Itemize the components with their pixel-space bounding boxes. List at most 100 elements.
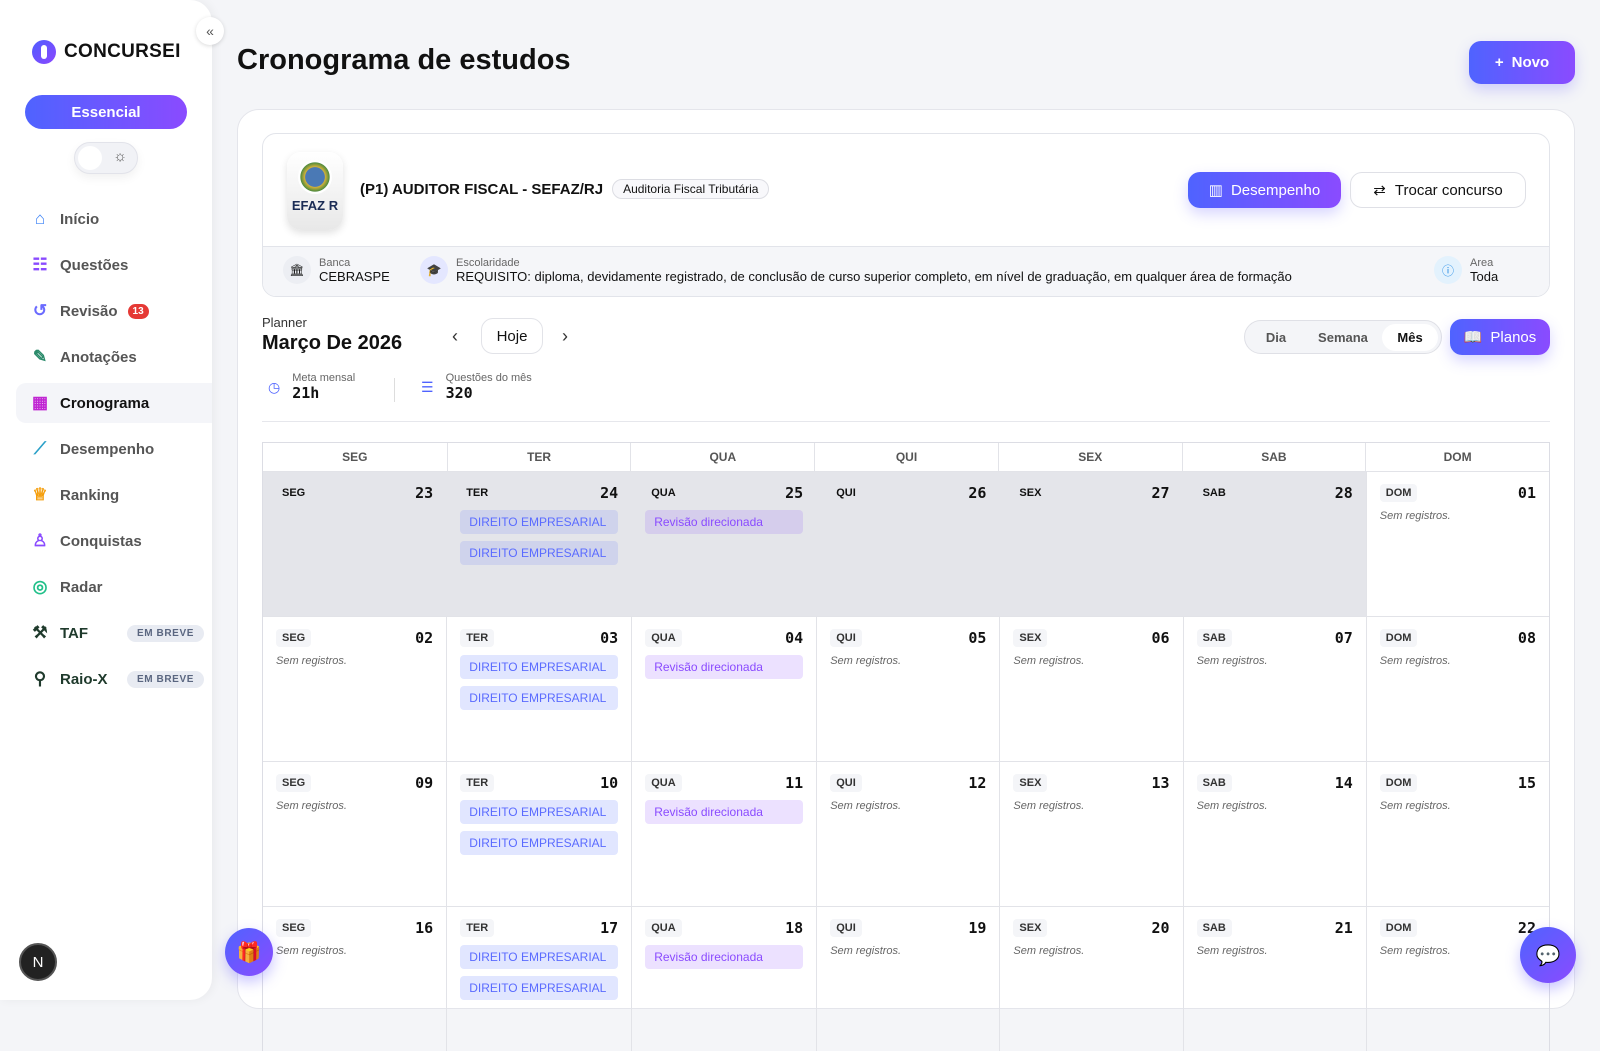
theme-toggle[interactable]: ☼ [74,142,138,174]
calendar-day[interactable]: TER 03 DIREITO EMPRESARIAL DIREITO EMPRESAR… [446,617,631,761]
day-label: SAB [1196,919,1232,937]
calendar-day[interactable]: DOM 08 Sem registros. [1365,617,1549,761]
plan-button[interactable]: Essencial [25,95,187,129]
day-label: SEG [276,629,312,647]
planos-label: Planos [1490,328,1537,346]
bank-icon: 🏛 [283,256,311,284]
sidebar-item-desempenho[interactable]: ⟋ Desempenho [16,429,212,469]
calendar-event[interactable]: DIREITO EMPRESARIAL [460,655,619,679]
calendar-event[interactable]: DIREITO EMPRESARIAL [460,945,619,969]
day-number: 03 [600,629,619,647]
trocar-concurso-button[interactable]: ⇄ Trocar concurso [1350,172,1526,208]
count-badge: 13 [127,303,149,319]
planos-button[interactable]: 📖 Planos [1450,319,1550,355]
home-icon: ⌂ [34,209,46,228]
avatar[interactable]: N [19,943,57,981]
calendar-day[interactable]: SEG 23 [263,472,447,616]
calendar-day[interactable]: SAB 07 Sem registros. [1182,617,1366,761]
sidebar-item-label: Conquistas [60,532,142,550]
new-button[interactable]: + Novo [1469,41,1575,84]
calendar-day[interactable]: SEG 16 Sem registros. [263,907,446,1051]
sidebar-item-taf[interactable]: ⚒ TAF EM BREVE [16,613,212,653]
view-semana[interactable]: Semana [1318,329,1368,345]
chat-button[interactable]: 💬 [1520,927,1576,983]
day-number: 15 [1517,774,1536,792]
sidebar-item-incio[interactable]: ⌂ Início [16,199,212,239]
calendar-week: SEG 02 Sem registros. TER 03 DIREITO EMPRESAR… [263,616,1549,761]
weekday-header: TER [446,443,631,471]
next-month-chevron-icon[interactable]: › [562,326,568,346]
day-label: SEG [282,487,306,499]
gift-button[interactable]: 🎁 [225,928,273,976]
calendar-event[interactable]: Revisão direcionada [645,510,804,534]
day-label: DOM [1379,919,1418,937]
calendar-day[interactable]: SEG 02 Sem registros. [263,617,446,761]
day-label: SAB [1196,629,1232,647]
sidebar-item-label: Questões [60,256,129,274]
calendar-event[interactable]: DIREITO EMPRESARIAL [460,976,619,1000]
prev-month-chevron-icon[interactable]: ‹ [452,326,458,346]
sidebar-item-label: TAF [60,624,89,642]
calendar-day[interactable]: QUA 04 Revisão direcionada [631,617,816,761]
calendar-event[interactable]: DIREITO EMPRESARIAL [460,510,619,534]
calendar-day[interactable]: DOM 15 Sem registros. [1365,762,1549,906]
calendar-day[interactable]: DOM 01 Sem registros. [1365,472,1549,616]
calendar-week: SEG 09 Sem registros. TER 10 DIREITO EMPRESAR… [263,761,1549,906]
calendar-day[interactable]: QUA 18 Revisão direcionada [631,907,816,1051]
calendar-day[interactable]: SEG 09 Sem registros. [263,762,446,906]
info-icon: ⓘ [1434,256,1462,284]
view-mes[interactable]: Mês [1382,323,1438,351]
day-number: 12 [968,774,987,792]
search-icon: ⚲ [33,669,47,688]
brand-logo[interactable]: CONCURSEI [32,40,181,64]
calendar-day[interactable]: SEX 06 Sem registros. [999,617,1182,761]
calendar-day[interactable]: SAB 21 Sem registros. [1182,907,1366,1051]
weekday-header: SEX [997,443,1182,471]
sidebar-item-cronograma[interactable]: ▦ Cronograma [16,383,212,423]
day-number: 11 [785,774,804,792]
calendar-event[interactable]: Revisão direcionada [645,800,804,824]
desempenho-label: Desempenho [1230,181,1321,199]
sidebar-item-ranking[interactable]: ♕ Ranking [16,475,212,515]
calendar-day[interactable]: TER 10 DIREITO EMPRESARIAL DIREITO EMPRESAR… [446,762,631,906]
calendar-day[interactable]: QUI 19 Sem registros. [816,907,999,1051]
calendar-event[interactable]: Revisão direcionada [645,945,804,969]
weekday-header: SAB [1181,443,1366,471]
sidebar-item-anotaes[interactable]: ✎ Anotações [16,337,212,377]
calendar-day[interactable]: QUI 05 Sem registros. [816,617,999,761]
calendar-day[interactable]: TER 17 DIREITO EMPRESARIAL DIREITO EMPRESAR… [446,907,631,1051]
calendar-day[interactable]: SEX 20 Sem registros. [999,907,1182,1051]
view-dia[interactable]: Dia [1265,329,1287,345]
collapse-sidebar-button[interactable]: « [196,17,224,45]
desempenho-button[interactable]: ▥ Desempenho [1188,172,1341,208]
calendar-day[interactable]: QUA 25 Revisão direcionada [631,472,817,616]
graduation-cap-icon: 🎓 [420,256,448,284]
calendar-day[interactable]: QUA 11 Revisão direcionada [631,762,816,906]
empty-day-text: Sem registros. [1196,655,1268,667]
calendar-day[interactable]: SAB 28 [1182,472,1366,616]
calendar-day[interactable]: QUI 12 Sem registros. [816,762,999,906]
day-number: 24 [600,484,619,502]
calendar-event[interactable]: Revisão direcionada [645,655,804,679]
calendar-week: SEG 23 TER 24 DIREITO EMPRESARIAL DIREITO EMP… [263,471,1549,616]
calendar-event[interactable]: DIREITO EMPRESARIAL [460,831,619,855]
calendar-day[interactable]: SAB 14 Sem registros. [1182,762,1366,906]
sidebar-item-questes[interactable]: ☷ Questões [16,245,212,285]
calendar-day[interactable]: DOM 22 Sem registros. [1365,907,1549,1051]
calendar-event[interactable]: DIREITO EMPRESARIAL [460,541,619,565]
calendar-day[interactable]: SEX 13 Sem registros. [999,762,1182,906]
empty-day-text: Sem registros. [1379,510,1451,522]
calendar-event[interactable]: DIREITO EMPRESARIAL [460,800,619,824]
calendar-day[interactable]: SEX 27 [999,472,1183,616]
today-button[interactable]: Hoje [481,318,543,354]
calendar-day[interactable]: QUI 26 [816,472,1000,616]
sidebar-item-reviso[interactable]: ↺ Revisão 13 [16,291,212,331]
clock-icon: ◷ [268,378,281,395]
empty-day-text: Sem registros. [1013,800,1085,812]
day-label: SEX [1019,487,1042,499]
calendar-day[interactable]: TER 24 DIREITO EMPRESARIAL DIREITO EMPRESAR… [446,472,632,616]
sidebar-item-raiox[interactable]: ⚲ Raio-X EM BREVE [16,659,212,699]
sidebar-item-radar[interactable]: ◎ Radar [16,567,212,607]
calendar-event[interactable]: DIREITO EMPRESARIAL [460,686,619,710]
sidebar-item-conquistas[interactable]: ♙ Conquistas [16,521,212,561]
